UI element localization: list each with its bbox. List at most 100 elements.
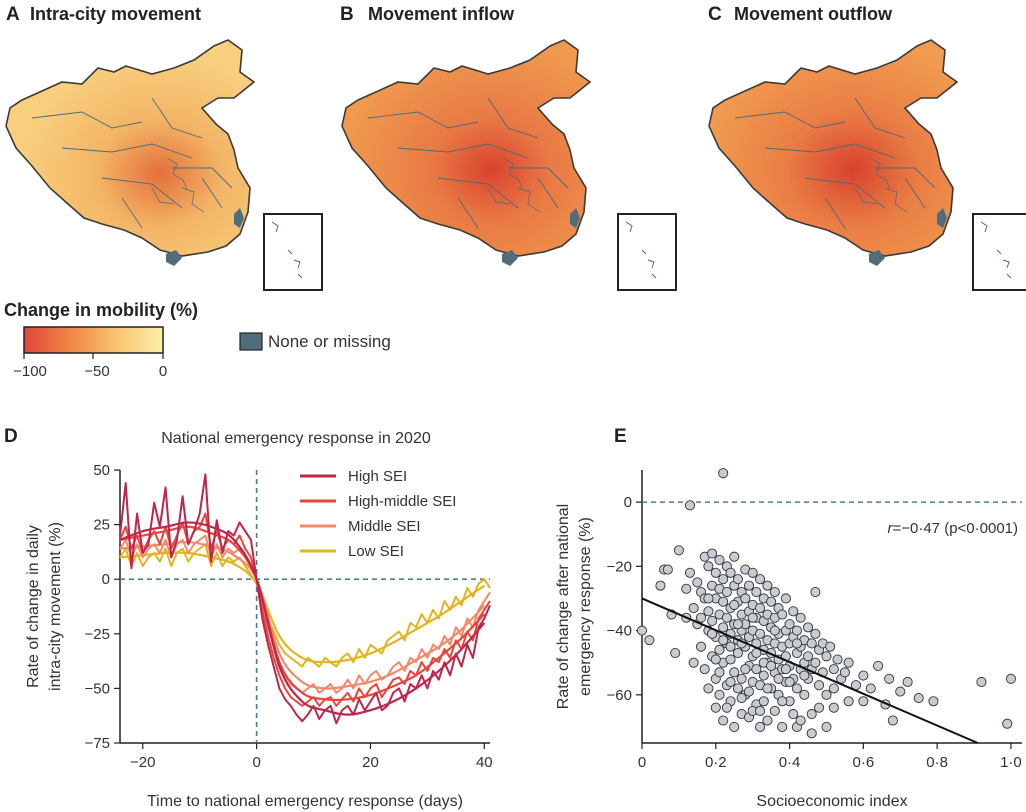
scatter-point: [769, 625, 780, 636]
scatter-point: [795, 715, 806, 726]
scatter-point: [740, 593, 751, 604]
scatter-point: [714, 554, 725, 565]
scatter-point: [721, 612, 732, 623]
y-tick-label: −20: [607, 558, 632, 575]
scatter-point: [714, 689, 725, 700]
scatter-point: [681, 583, 692, 594]
scatter-point: [766, 660, 777, 671]
scatter-point: [718, 468, 729, 479]
scatter-point: [721, 702, 732, 713]
scatter-point: [928, 696, 939, 707]
scatter-point: [810, 586, 821, 598]
missing-swatch: [239, 332, 263, 351]
china-map-icon: [341, 39, 677, 291]
scatter-point: [755, 603, 766, 614]
panel-a: A Intra-city movement: [5, 4, 323, 291]
scatter-point: [729, 551, 740, 562]
y-tick-label: 0: [102, 571, 110, 588]
y-tick-label: −60: [607, 687, 632, 704]
scatter-point: [769, 705, 780, 716]
scatter-point: [1002, 718, 1013, 729]
scatter-point: [788, 606, 799, 617]
series-line-raw: [119, 473, 491, 725]
x-tick-label: 0·4: [779, 754, 801, 771]
scatter-point: [839, 667, 850, 678]
colorbar-title: Change in mobility (%): [4, 300, 198, 320]
scatter-point: [688, 603, 699, 614]
scatter-point: [828, 702, 839, 713]
y-tick-label: −50: [85, 680, 110, 697]
scatter-point: [777, 696, 788, 707]
scatter-point: [707, 615, 718, 627]
regression-line: [641, 597, 979, 744]
scatter-point: [703, 606, 714, 617]
scatter-point: [703, 683, 714, 694]
scatter-point: [695, 641, 707, 652]
scatter-point: [769, 586, 780, 598]
y-tick-label: −40: [607, 623, 632, 640]
panel-a-title: Intra-city movement: [30, 4, 201, 24]
scatter-point: [736, 692, 747, 704]
series-line-raw: [119, 543, 491, 668]
scatter-point: [791, 625, 803, 636]
scatter-point: [703, 593, 714, 604]
scatter-point: [802, 651, 814, 662]
scatter-point: [710, 567, 721, 578]
scatter-point: [699, 664, 710, 675]
scatter-point: [725, 567, 736, 578]
scatter-point: [791, 683, 803, 694]
scatter-point: [843, 696, 854, 707]
scatter-point: [732, 574, 743, 585]
scatter-point: [887, 715, 898, 726]
x-tick-label: 1·0: [1000, 754, 1022, 771]
scatter-point: [729, 667, 740, 678]
y-tick-label: −25: [85, 626, 110, 643]
scatter-point: [751, 664, 762, 675]
scatter-point: [806, 638, 817, 649]
scatter-point: [902, 676, 913, 688]
panel-a-letter: A: [6, 4, 20, 25]
colorbar-gradient: [23, 326, 164, 354]
y-axis-label: Rate of change after national emergency r…: [555, 504, 594, 709]
scatter-point: [747, 567, 758, 578]
scatter-point: [799, 670, 810, 681]
legend-label: Middle SEI: [348, 518, 421, 535]
x-axis-label: Socioeconomic index: [756, 793, 907, 810]
scatter-point: [725, 676, 736, 688]
scatter-point: [655, 580, 666, 591]
scatter-point: [913, 692, 924, 704]
scatter-point: [751, 586, 762, 598]
panel-c-letter: C: [708, 4, 722, 25]
scatter-point: [714, 644, 725, 655]
scatter-point: [821, 689, 832, 700]
panel-d-letter: D: [4, 426, 18, 447]
y-axis-label: Rate of change in daily intra-city moveme…: [25, 522, 64, 691]
panel-b-letter: B: [340, 4, 354, 25]
scatter-point: [895, 686, 906, 697]
scatter-point: [784, 619, 795, 630]
series-line-smooth: [119, 540, 486, 690]
panel-e-scatter-chart: E 0 −20 −40 −60 0 0·2 0·4 0·6 0·8 1·0 r=−0·47 (p<0…: [555, 426, 1022, 810]
scatter-point: [858, 696, 869, 707]
series-line-raw: [119, 534, 491, 694]
scatter-point: [718, 635, 729, 646]
scatter-point: [762, 715, 773, 726]
scatter-point: [780, 593, 791, 604]
scatter-point: [673, 545, 684, 556]
scatter-point: [814, 702, 825, 713]
scatter-point: [825, 641, 836, 652]
scatter-point: [703, 561, 714, 572]
scatter-point: [976, 676, 987, 688]
scatter-point: [714, 667, 725, 678]
scatter-point: [725, 641, 736, 652]
scatter-point: [732, 683, 743, 694]
scatter-point: [791, 638, 803, 649]
scatter-point: [662, 564, 673, 575]
scatter-point: [692, 577, 703, 588]
scatter-point: [832, 654, 843, 665]
panel-c-title: Movement outflow: [734, 4, 893, 24]
scatter-point: [718, 715, 729, 726]
scatter-point: [747, 612, 758, 623]
correlation-annotation: r=−0·47 (p<0·0001): [887, 520, 1018, 537]
